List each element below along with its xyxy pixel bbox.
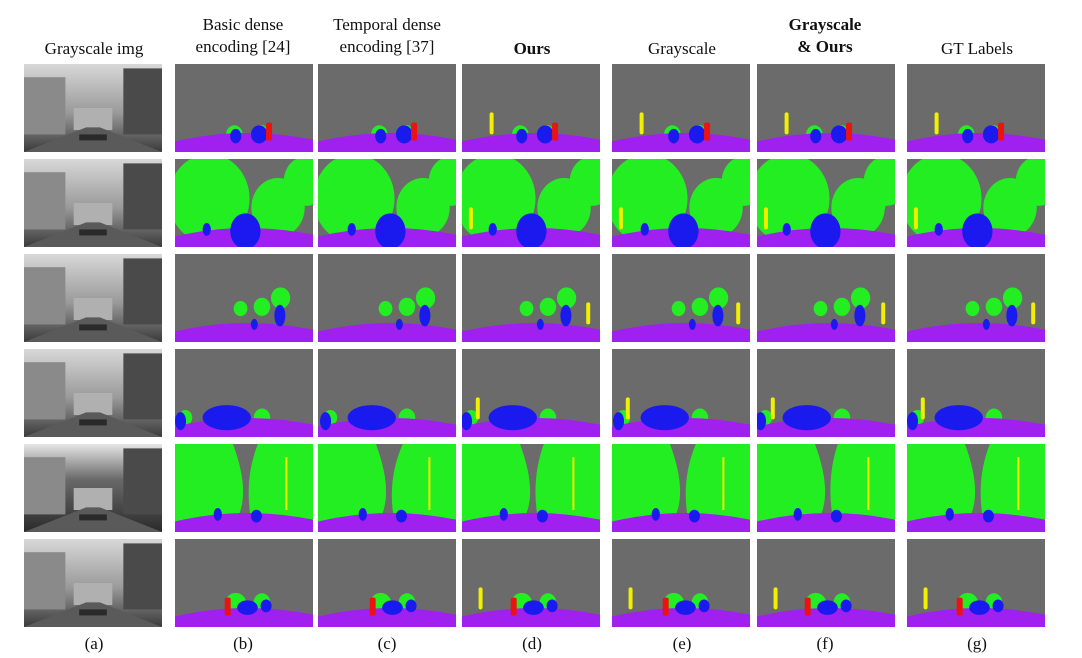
segmentation-map <box>757 159 895 247</box>
segmentation-map <box>318 159 456 247</box>
label-f: (f) <box>816 634 834 653</box>
label-g: (g) <box>967 634 987 653</box>
segmentation-map <box>462 254 600 342</box>
segmentation-map <box>757 539 895 627</box>
header-grayscale: Grayscale <box>648 39 716 58</box>
label-a: (a) <box>84 634 104 653</box>
label-e: (e) <box>672 634 692 653</box>
header-grayscale-and-ours: Grayscale & Ours <box>788 15 862 56</box>
label-b: (b) <box>233 634 253 653</box>
header-basic-dense-encoding: Basic dense encoding [24] <box>195 15 291 56</box>
segmentation-map <box>318 349 456 437</box>
segmentation-map <box>612 349 750 437</box>
segmentation-map <box>175 159 313 247</box>
segmentation-map <box>462 539 600 627</box>
segmentation-map <box>318 64 456 152</box>
segmentation-map <box>757 349 895 437</box>
grayscale-photo <box>24 349 162 437</box>
segmentation-map <box>907 539 1045 627</box>
segmentation-map <box>462 159 600 247</box>
segmentation-map <box>175 254 313 342</box>
segmentation-map <box>757 64 895 152</box>
segmentation-map <box>612 64 750 152</box>
segmentation-map <box>907 64 1045 152</box>
header-grayscale-img: Grayscale img <box>44 39 144 58</box>
segmentation-map <box>907 349 1045 437</box>
grayscale-photo <box>24 539 162 627</box>
segmentation-map <box>318 444 456 532</box>
segmentation-map <box>462 64 600 152</box>
segmentation-map <box>462 349 600 437</box>
segmentation-map <box>175 539 313 627</box>
grayscale-photo <box>24 64 162 152</box>
grayscale-photo <box>24 159 162 247</box>
segmentation-map <box>612 159 750 247</box>
segmentation-map <box>612 539 750 627</box>
segmentation-map <box>907 254 1045 342</box>
grayscale-photo <box>24 444 162 532</box>
segmentation-map <box>318 539 456 627</box>
header-ours: Ours <box>513 39 551 58</box>
segmentation-map <box>462 444 600 532</box>
segmentation-map <box>907 159 1045 247</box>
segmentation-map <box>175 444 313 532</box>
segmentation-map <box>175 349 313 437</box>
segmentation-map <box>612 254 750 342</box>
segmentation-map <box>175 64 313 152</box>
segmentation-map <box>318 254 456 342</box>
segmentation-map <box>907 444 1045 532</box>
header-temporal-dense-encoding: Temporal dense encoding [37] <box>333 15 441 56</box>
segmentation-map <box>757 444 895 532</box>
label-c: (c) <box>377 634 397 653</box>
grayscale-photo <box>24 254 162 342</box>
segmentation-map <box>612 444 750 532</box>
header-gt-labels: GT Labels <box>941 39 1013 58</box>
segmentation-map <box>757 254 895 342</box>
label-d: (d) <box>522 634 542 653</box>
